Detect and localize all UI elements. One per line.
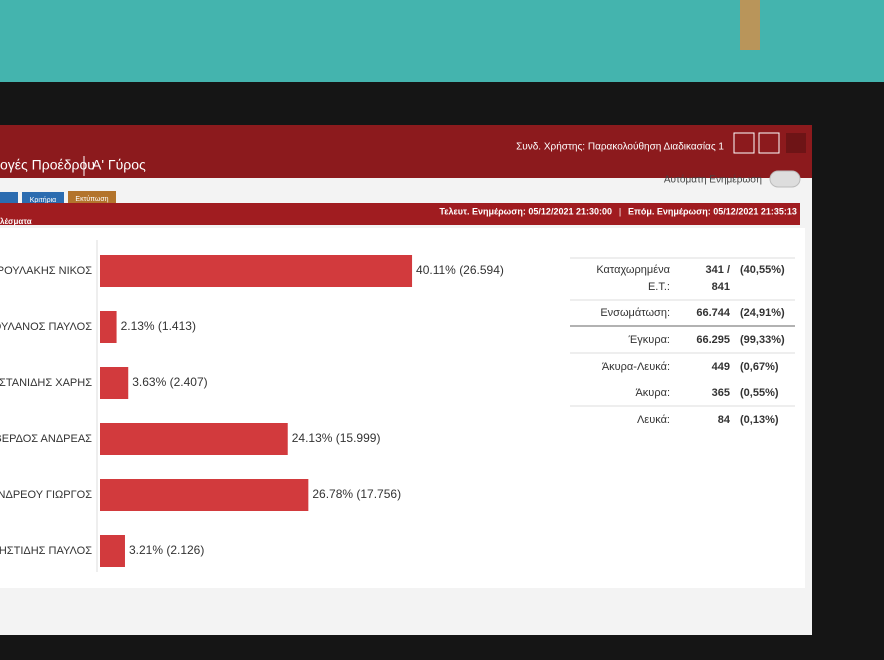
status-strip — [0, 203, 800, 225]
value-label: 26.78% (17.756) — [312, 487, 401, 501]
stat-label: Έγκυρα: — [628, 334, 670, 346]
value-label: 40.11% (26.594) — [416, 263, 504, 277]
candidate-name: ΟΒΕΡΔΟΣ ΑΝΔΡΕΑΣ — [0, 433, 92, 445]
candidate-name: ΝΔΡΕΟΥ ΓΙΩΡΓΟΣ — [0, 489, 92, 501]
stat-value: 449 — [712, 361, 730, 373]
stat-percent: (40,55%) — [740, 264, 785, 276]
candidate-name: ΡΗΣΤΙΔΗΣ ΠΑΥΛΟΣ — [0, 545, 92, 557]
stat-value: 841 — [712, 281, 730, 293]
round: Α' Γύρος — [92, 157, 146, 173]
stat-percent: (0,67%) — [740, 361, 779, 373]
stat-label: Λευκά: — [637, 414, 670, 426]
menu-button[interactable] — [786, 133, 806, 153]
stat-value: 66.744 — [696, 307, 731, 319]
button-label: Κριτήρια — [30, 197, 56, 204]
candidate-name: ΚΑΣΤΑΝΙΔΗΣ ΧΑΡΗΣ — [0, 377, 92, 389]
stat-percent: (99,33%) — [740, 334, 785, 346]
stat-value: 66.295 — [696, 334, 730, 346]
stat-label: Ενσωμάτωση: — [600, 307, 670, 319]
stat-value: 341 / — [706, 264, 730, 276]
stat-label: Ε.Τ.: — [648, 281, 670, 293]
value-label: 3.21% (2.126) — [129, 543, 204, 557]
value-label: 3.63% (2.407) — [132, 375, 207, 389]
stat-label: Άκυρα: — [635, 387, 670, 399]
results-panel — [0, 228, 805, 588]
value-label: 24.13% (15.999) — [292, 431, 381, 445]
stat-percent: (0,55%) — [740, 387, 779, 399]
logout-button[interactable] — [758, 132, 780, 154]
wall — [0, 0, 884, 82]
stat-value: 84 — [718, 414, 731, 426]
stat-label: Άκυρα-Λευκά: — [602, 361, 670, 373]
value-label: 2.13% (1.413) — [121, 319, 196, 333]
bar — [100, 535, 125, 567]
user: Συνδ. Χρήστης: Παρακολούθηση Διαδικασίας… — [516, 141, 724, 153]
section-label: λέσματα — [0, 217, 32, 226]
auto-update-label: Αυτόματη Ενημέρωση — [664, 174, 762, 186]
last-update: Τελευτ. Ενημέρωση: 05/12/2021 21:30:00 — [439, 206, 612, 216]
candidate-name: ΝΔΡΟΥΛΑΚΗΣ ΝΙΚΟΣ — [0, 265, 92, 277]
header-bar — [0, 125, 812, 178]
separator: | — [619, 206, 621, 216]
stat-label: Καταχωρημένα — [596, 264, 670, 276]
next-update: Επόμ. Ενημέρωση: 05/12/2021 21:35:13 — [628, 206, 797, 216]
stat-percent: (0,13%) — [740, 414, 779, 426]
bar — [100, 479, 309, 511]
toggle[interactable] — [769, 170, 801, 188]
button-label: Εκτύπωση — [75, 195, 108, 203]
bar — [100, 423, 288, 455]
home-button[interactable] — [733, 132, 755, 154]
wall-frame — [740, 0, 760, 50]
stat-percent: (24,91%) — [740, 307, 785, 319]
bar — [100, 367, 129, 399]
app-title: ογές Προέδρου — [0, 157, 95, 173]
bar — [100, 311, 117, 343]
stat-value: 365 — [712, 387, 730, 399]
bar — [100, 255, 413, 287]
candidate-name: ΕΡΟΥΛΑΝΟΣ ΠΑΥΛΟΣ — [0, 321, 92, 333]
